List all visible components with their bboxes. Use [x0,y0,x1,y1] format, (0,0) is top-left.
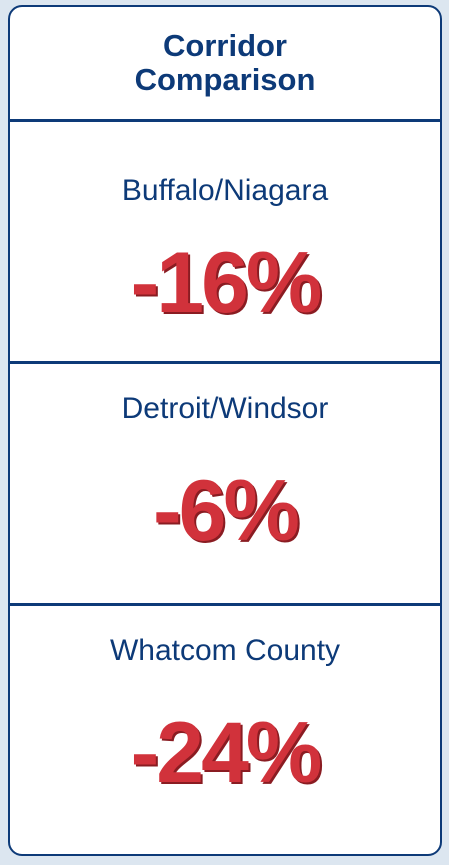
corridor-change: -6% [153,463,300,559]
corridor-list: Buffalo/Niagara -16% Detroit/Windsor -6% Wha… [10,119,440,854]
corridor-change: -24% [130,705,323,801]
corridor-name: Whatcom County [109,634,341,667]
corridor-name: Buffalo/Niagara [121,174,329,207]
title: Corridor Comparison [134,28,316,97]
corridor-change: -16% [130,235,323,331]
corridor-name: Detroit/Windsor [121,392,329,425]
header: Corridor Comparison [10,7,440,119]
card: Corridor Comparison Buffalo/Niagara -16% D… [8,5,442,856]
corridor-section: Detroit/Windsor -6% [10,361,440,603]
corridor-section: Whatcom County -24% [10,603,440,854]
corridor-section: Buffalo/Niagara -16% [10,119,440,361]
